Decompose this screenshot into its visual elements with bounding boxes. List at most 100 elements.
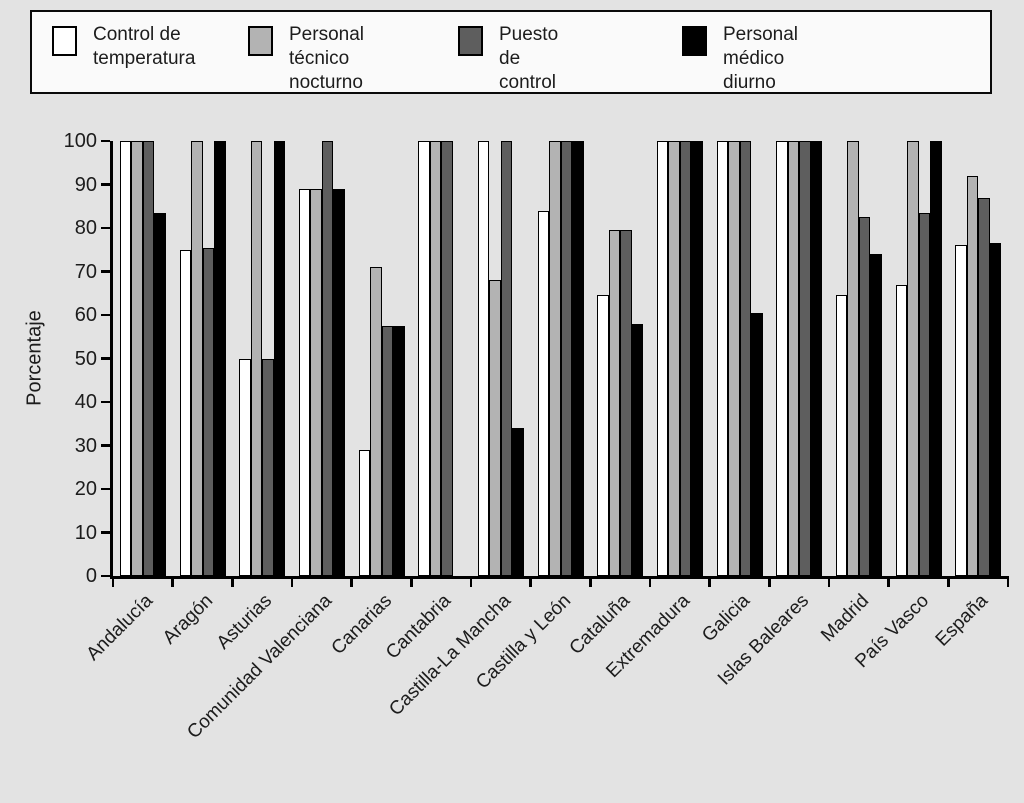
legend-swatch-icon (682, 26, 707, 56)
y-axis-tick-label: 0 (85, 565, 97, 587)
y-axis-tick-label: 40 (74, 391, 97, 413)
bar (441, 141, 453, 576)
y-axis-tick-label: 10 (74, 521, 97, 544)
bar (895, 284, 907, 576)
bar (847, 141, 859, 576)
legend-swatch-icon (248, 26, 273, 56)
bar (429, 141, 442, 576)
plot-area: 0 10 20 30 40 50 60 70 80 90 100 Andalucía Aragón Ast… (64, 131, 1010, 743)
bar (310, 188, 322, 576)
x-axis-tick (171, 576, 174, 587)
bar (560, 141, 572, 576)
y-axis-tick-label: 60 (74, 304, 97, 326)
x-axis-tick (1006, 576, 1010, 587)
x-axis-tick (708, 576, 711, 587)
bar (631, 323, 644, 576)
x-axis-tick (589, 576, 592, 587)
bar (870, 254, 882, 576)
bar (989, 243, 1002, 576)
bar (918, 212, 930, 576)
legend-label: Puesto de control (499, 24, 559, 93)
y-axis-tick-label: 30 (74, 434, 97, 457)
bar (477, 141, 490, 576)
x-axis-tick (947, 576, 950, 587)
bar (691, 141, 703, 576)
bar (679, 141, 692, 576)
bar (858, 217, 871, 576)
x-axis-tick (350, 576, 353, 587)
bar (393, 325, 405, 576)
bar (955, 245, 967, 576)
legend-label: Control de temperatura (93, 24, 196, 69)
bar (549, 141, 561, 576)
bar (656, 141, 669, 576)
bar (202, 247, 214, 576)
bar (907, 141, 919, 576)
bar (810, 141, 823, 576)
y-axis-tick-label: 90 (74, 173, 97, 196)
bar (358, 449, 370, 576)
bar (333, 188, 345, 576)
bar (716, 141, 728, 576)
y-axis-tick (101, 226, 110, 230)
x-axis-tick (469, 576, 473, 587)
bar (787, 141, 800, 576)
x-axis-tick (827, 576, 831, 587)
x-axis-tick (768, 576, 771, 587)
y-axis-title: Porcentaje (23, 310, 46, 406)
bar (537, 210, 549, 576)
bar (262, 358, 274, 576)
x-axis-tick (290, 576, 294, 587)
bar (250, 141, 263, 576)
y-axis-tick (101, 531, 110, 534)
bar (179, 249, 191, 576)
bar (572, 141, 584, 576)
bar-chart-figure: Control de temperatura Personal técnico n… (23, 10, 1010, 743)
y-axis-tick (101, 183, 110, 186)
bar (608, 230, 621, 576)
y-axis-tick-label: 70 (74, 260, 97, 283)
legend-label: Personal médico diurno (723, 24, 798, 93)
bar (978, 197, 990, 576)
bar (381, 325, 393, 576)
bar (930, 141, 942, 576)
y-axis-tick-label: 20 (74, 478, 97, 500)
x-axis-tick (887, 576, 890, 587)
bar (191, 141, 203, 576)
bar (298, 188, 311, 576)
bar (273, 141, 286, 576)
x-axis-tick (410, 576, 413, 587)
bar (500, 141, 513, 576)
bar (154, 212, 166, 576)
legend-label: Personal técnico nocturno (289, 24, 364, 93)
bar (835, 295, 848, 576)
x-axis-tick (648, 576, 652, 587)
bar (728, 141, 740, 576)
bar (799, 141, 811, 576)
bar (751, 312, 763, 576)
bar (321, 141, 334, 576)
y-axis-tick-label: 80 (74, 217, 97, 239)
legend-swatch-icon (458, 26, 483, 56)
bar (119, 141, 132, 576)
x-axis-tick (231, 576, 234, 587)
y-axis-tick (101, 400, 110, 404)
legend: Control de temperatura Personal técnico n… (30, 10, 992, 94)
y-axis-tick (101, 574, 110, 578)
bar (739, 141, 751, 576)
y-axis-tick (101, 270, 110, 273)
bar (620, 230, 632, 576)
y-axis-tick (101, 444, 110, 447)
bar (131, 141, 143, 576)
bar (966, 175, 979, 576)
bar (668, 141, 680, 576)
bar (418, 141, 430, 576)
bar (776, 141, 788, 576)
bar (239, 358, 251, 576)
y-axis-tick (101, 139, 110, 143)
y-axis-tick (101, 357, 110, 360)
y-axis-tick-label: 100 (63, 130, 97, 152)
bar (370, 267, 382, 576)
y-axis-tick-label: 50 (74, 347, 97, 370)
y-axis-tick (101, 487, 110, 491)
